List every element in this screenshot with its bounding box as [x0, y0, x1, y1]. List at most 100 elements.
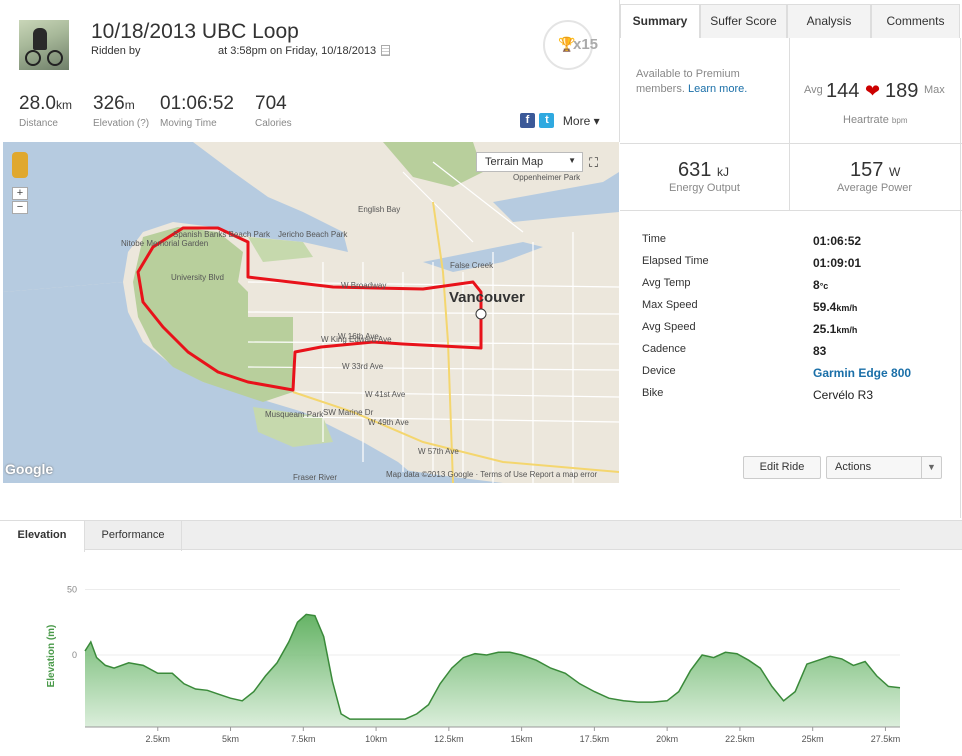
map-labels: English Bay Oppenheimer Park Jericho Bea…	[121, 173, 581, 482]
map-type-select[interactable]: Terrain Map ▼	[476, 152, 583, 172]
svg-text:Vancouver: Vancouver	[449, 289, 525, 306]
energy-label: Energy Output	[669, 182, 740, 194]
tab-elevation[interactable]: Elevation	[0, 521, 85, 552]
activity-header	[0, 0, 620, 142]
elevation-chart[interactable]: 50 0 2.5km 5km 7.5km 10km 12.5km 15km 17.5km 20km…	[0, 551, 962, 756]
google-logo: Google	[5, 461, 54, 477]
street-view-pegman-icon[interactable]	[12, 152, 28, 178]
achievement-badge[interactable]: 🏆	[543, 20, 593, 70]
chart-tabs: Elevation Performance	[0, 520, 962, 552]
ride-time-text: at 3:58pm on Friday, 10/18/2013	[218, 45, 377, 57]
svg-text:W Broadway: W Broadway	[341, 281, 386, 290]
tab-comments[interactable]: Comments	[871, 4, 960, 38]
twitter-icon[interactable]: t	[539, 113, 555, 129]
stat-calories-label: Calories	[255, 118, 292, 129]
y-tick-label: 50	[67, 584, 77, 594]
facebook-icon[interactable]: f	[520, 113, 535, 129]
activity-tabs: Summary Suffer Score Analysis Comments	[620, 4, 960, 38]
highways	[292, 201, 619, 483]
svg-text:W 33rd Ave: W 33rd Ave	[342, 362, 384, 371]
activity-title: 10/18/2013 UBC Loop	[91, 20, 299, 43]
zoom-in-button[interactable]: +	[12, 187, 28, 200]
x-tick-label: 12.5km	[434, 734, 464, 744]
route-path[interactable]	[136, 226, 483, 392]
premium-notice: Available to Premium members. Learn more…	[636, 68, 748, 95]
edit-ride-button[interactable]: Edit Ride	[743, 456, 821, 479]
road-grid	[247, 161, 619, 483]
x-tick-label: 27.5km	[871, 734, 901, 744]
detail-cadence-value: 83	[813, 344, 827, 358]
actions-dropdown[interactable]: Actions ▼	[826, 456, 942, 479]
x-tick-label: 25km	[802, 734, 824, 744]
x-tick-label: 15km	[511, 734, 533, 744]
divider	[960, 38, 961, 518]
stat-elevation-value: 326m	[93, 93, 135, 114]
svg-text:False Creek: False Creek	[450, 261, 494, 270]
stat-elevation-label[interactable]: Elevation (?)	[93, 118, 150, 129]
achievement-count: x15	[573, 36, 599, 53]
x-tick-label: 2.5km	[146, 734, 171, 744]
trophy-icon: 🏆	[558, 36, 576, 52]
hr-max-label: Max	[924, 84, 945, 96]
x-tick-label: 7.5km	[291, 734, 316, 744]
power-label: Average Power	[837, 182, 913, 194]
svg-text:Musqueam Park: Musqueam Park	[265, 410, 324, 419]
stanley-park	[383, 142, 483, 187]
x-tick-label: 17.5km	[580, 734, 610, 744]
tab-suffer-score[interactable]: Suffer Score	[700, 4, 787, 38]
svg-text:University Blvd: University Blvd	[171, 273, 224, 282]
stat-distance-label: Distance	[19, 118, 58, 129]
detail-maxspeed-label: Max Speed	[642, 299, 698, 311]
avatar[interactable]	[19, 20, 69, 70]
svg-text:W 57th Ave: W 57th Ave	[418, 447, 459, 456]
detail-time-value: 01:06:52	[813, 234, 862, 248]
burrard-inlet-water	[493, 172, 619, 222]
detail-bike-value: Cervélo R3	[813, 388, 874, 402]
svg-text:W 41st Ave: W 41st Ave	[365, 390, 406, 399]
share-bar: f t More ▾	[520, 112, 600, 130]
hr-max-value: 189	[885, 80, 919, 102]
jericho-park	[248, 237, 313, 262]
fullscreen-icon[interactable]: ⛶	[589, 155, 599, 170]
pacific-spirit-park	[133, 227, 293, 402]
svg-text:Spanish Banks Beach Park: Spanish Banks Beach Park	[173, 230, 271, 239]
tab-summary[interactable]: Summary	[620, 4, 700, 38]
finish-flag-icon[interactable]	[475, 308, 487, 320]
energy-value: 631 kJ	[678, 159, 729, 181]
x-tick-label: 22.5km	[725, 734, 755, 744]
calendar-icon[interactable]	[381, 45, 390, 56]
x-tick-label: 10km	[365, 734, 387, 744]
svg-text:English Bay: English Bay	[358, 205, 400, 214]
tab-analysis[interactable]: Analysis	[787, 4, 871, 38]
tab-performance[interactable]: Performance	[85, 521, 182, 551]
chevron-down-icon: ▼	[921, 457, 941, 478]
ridden-by-text: Ridden by	[91, 45, 141, 57]
map-canvas[interactable]: English Bay Oppenheimer Park Jericho Bea…	[3, 142, 619, 483]
heart-icon: ❤	[865, 81, 881, 101]
more-share-button[interactable]: More ▾	[562, 113, 600, 128]
svg-text:Jericho Beach Park: Jericho Beach Park	[278, 230, 348, 239]
device-link[interactable]: Garmin Edge 800	[813, 366, 912, 380]
svg-text:W King Edward Ave: W King Edward Ave	[321, 335, 392, 344]
learn-more-link[interactable]: Learn more.	[687, 83, 748, 95]
svg-text:Oppenheimer Park: Oppenheimer Park	[513, 173, 581, 182]
english-bay-water	[3, 142, 348, 292]
detail-time-label: Time	[642, 233, 667, 245]
divider	[789, 38, 790, 210]
y-tick-label: 0	[72, 650, 77, 660]
stat-moving-time-value: 01:06:52	[160, 93, 234, 114]
false-creek-water	[423, 242, 543, 272]
divider	[620, 210, 962, 211]
zoom-out-button[interactable]: −	[12, 201, 28, 214]
detail-elapsed-value: 01:09:01	[813, 256, 862, 270]
route-map[interactable]: English Bay Oppenheimer Park Jericho Bea…	[3, 142, 619, 483]
map-attribution[interactable]: Map data ©2013 Google · Terms of Use Rep…	[386, 470, 598, 479]
stat-moving-time-label: Moving Time	[160, 118, 217, 129]
heartrate-label: Heartrate bpm	[843, 114, 908, 126]
detail-avgspeed-value: 25.1km/h	[813, 322, 858, 336]
svg-text:Nitobe Memorial Garden: Nitobe Memorial Garden	[121, 239, 208, 248]
hr-avg-value: 144	[826, 80, 860, 102]
detail-maxspeed-value: 59.4km/h	[813, 300, 858, 314]
hr-avg-label: Avg	[804, 84, 823, 96]
stat-distance-value: 28.0km	[19, 93, 72, 114]
